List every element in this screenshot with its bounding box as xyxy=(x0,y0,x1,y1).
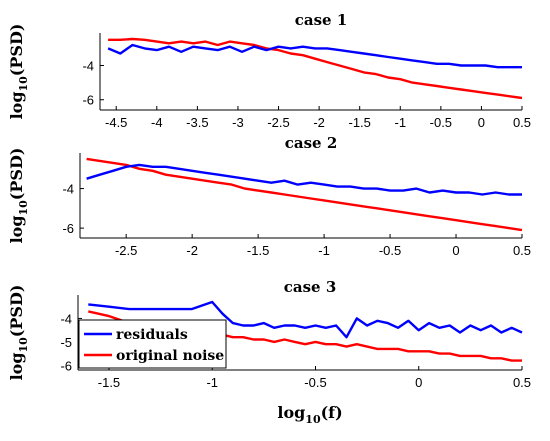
series-line-residuals xyxy=(86,163,522,196)
x-tick-label: -0.5 xyxy=(430,115,452,130)
legend-box xyxy=(78,319,227,369)
y-label-log: log xyxy=(7,91,26,119)
x-tick-label: 0.5 xyxy=(513,115,531,130)
series-line-original-noise xyxy=(86,157,523,232)
x-tick-label: -1 xyxy=(394,115,406,130)
y-tick-label: -4 xyxy=(60,311,72,326)
y-label-sub: 10 xyxy=(17,76,30,92)
panel-title: case 2 xyxy=(285,134,338,152)
legend: residuals original noise xyxy=(78,319,227,369)
x-tick-label: -1.5 xyxy=(247,243,269,258)
y-axis-label: log10(PSD) xyxy=(7,24,30,120)
panel-case-3: case 3-1.5 -1 -0.5 0 0.5-4-5-6log10(PSD)log1… xyxy=(7,278,531,426)
y-label-log: log xyxy=(7,352,26,380)
y-label-arg: (PSD) xyxy=(7,148,26,201)
panel-title: case 3 xyxy=(284,278,337,296)
x-tick-label: -3 xyxy=(232,115,244,130)
x-tick-label: -1 xyxy=(318,243,330,258)
x-label-arg: (f) xyxy=(321,403,343,422)
panel-title: case 1 xyxy=(295,11,348,29)
x-tick-label: -0.5 xyxy=(379,243,401,258)
y-label-sub: 10 xyxy=(17,200,30,216)
x-tick-label: 0.5 xyxy=(513,243,531,258)
y-axis-label: log10(PSD) xyxy=(7,148,30,244)
legend-label: residuals xyxy=(116,327,188,343)
x-tick-label: -4 xyxy=(151,115,163,130)
y-axis-label: log10(PSD) xyxy=(7,285,30,381)
y-tick-label: -4 xyxy=(62,182,74,197)
x-tick-label: -2.5 xyxy=(115,243,137,258)
y-label-arg: (PSD) xyxy=(7,24,26,77)
x-tick-label: -2 xyxy=(186,243,198,258)
series-line-residuals xyxy=(88,300,523,339)
legend-label: original noise xyxy=(116,348,224,364)
x-tick-label: -1 xyxy=(206,375,218,390)
x-tick-label: -3.5 xyxy=(186,115,208,130)
x-label-log: log xyxy=(277,403,305,422)
x-tick-label: -4.5 xyxy=(105,115,127,130)
series-line-original-noise xyxy=(108,37,523,100)
y-tick-label: -6 xyxy=(60,358,72,373)
panel-case-2: case 2 -2.5 -2 -1.5 -1 -0.5 0 0.5 -4 -6 log10(PSD) xyxy=(7,134,531,258)
y-label-arg: (PSD) xyxy=(7,285,26,338)
x-tick-label: -1.5 xyxy=(348,115,370,130)
x-tick-label: 0 xyxy=(452,243,459,258)
x-tick-label: 0 xyxy=(478,115,485,130)
y-tick-label: -6 xyxy=(62,221,74,236)
x-tick-label: 0.5 xyxy=(513,375,531,390)
y-tick-label: -5 xyxy=(60,335,72,350)
x-tick-label: -2.5 xyxy=(267,115,289,130)
x-tick-label: -2 xyxy=(313,115,325,130)
series-line-residuals xyxy=(107,43,522,69)
x-tick-label: -1.5 xyxy=(98,375,120,390)
y-tick-label: -4 xyxy=(82,59,94,74)
x-tick-label: 0 xyxy=(415,375,422,390)
y-label-log: log xyxy=(7,215,26,243)
y-label-sub: 10 xyxy=(17,337,30,353)
x-tick-label: -0.5 xyxy=(304,375,326,390)
x-axis-label: log10(f) xyxy=(277,403,342,426)
panel-case-1: case 1 -4.5 -4 -3.5 -3 -2.5 -2 -1.5 -1 -0.5 0 0.5 -4… xyxy=(7,11,531,130)
x-label-sub: 10 xyxy=(305,413,321,426)
y-tick-label: -6 xyxy=(82,93,94,108)
